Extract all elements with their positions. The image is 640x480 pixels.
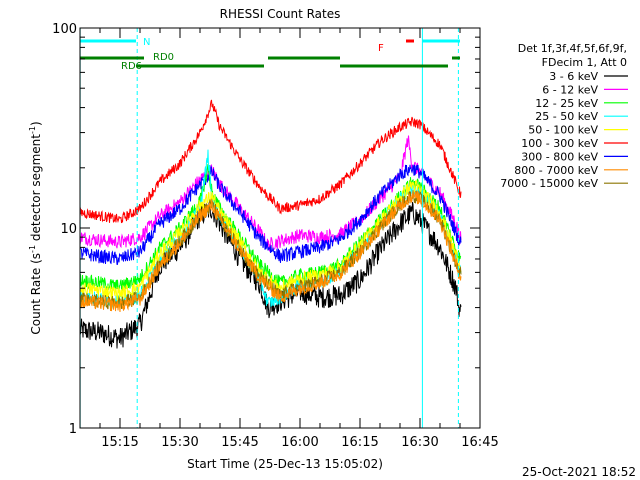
x-tick-label-1: 15:30	[161, 435, 198, 450]
legend: Det 1f,3f,4f,5f,6f,9f,FDecim 1, Att 03 -…	[500, 42, 628, 190]
legend-header-1: FDecim 1, Att 0	[542, 56, 627, 69]
x-tick-label-3: 16:00	[281, 435, 318, 450]
x-tick-label-0: 15:15	[101, 435, 138, 450]
flag-label-f: F	[378, 43, 384, 54]
legend-label-3: 25 - 50 keV	[535, 110, 598, 123]
flag-label-n: N	[143, 37, 150, 48]
y-axis-label-part2: detector segment	[29, 134, 43, 245]
y-axis-label: Count Rate (s-1 detector segment-1)	[28, 121, 43, 334]
legend-header-0: Det 1f,3f,4f,5f,6f,9f,	[518, 42, 627, 55]
x-tick-label-5: 16:30	[401, 435, 438, 450]
series-line-2	[79, 99, 462, 224]
y-axis-label-part1: Count Rate (s	[29, 253, 43, 335]
y-axis-label-sup1: -1	[28, 245, 37, 253]
y-axis-label-sup2: -1	[28, 126, 37, 134]
flag-label-rd6: RD6	[121, 61, 142, 72]
y-axis-label-part3: )	[29, 121, 43, 126]
y-tick-label-1: 10	[60, 222, 77, 237]
x-tick-label-2: 15:45	[221, 435, 258, 450]
y-tick-label-2: 100	[52, 22, 77, 37]
chart-title: RHESSI Count Rates	[220, 7, 341, 21]
legend-label-0: 3 - 6 keV	[549, 70, 598, 83]
x-tick-label-6: 16:45	[461, 435, 498, 450]
y-tick-label-0: 1	[69, 422, 77, 437]
legend-label-7: 800 - 7000 keV	[514, 164, 598, 177]
plot-area: N F RD0 RD6 1 10 100 15:15 15:30 15:45 16:00 16:15 1…	[52, 22, 499, 450]
series-line-3	[79, 164, 462, 265]
x-axis-label: Start Time (25-Dec-13 15:05:02)	[187, 457, 383, 471]
flag-label-rd0: RD0	[153, 52, 174, 63]
timestamp: 25-Oct-2021 18:52	[522, 465, 636, 479]
series-line-8	[79, 190, 462, 313]
legend-label-6: 300 - 800 keV	[521, 150, 598, 163]
legend-label-1: 6 - 12 keV	[542, 83, 598, 96]
legend-label-4: 50 - 100 keV	[528, 124, 598, 137]
legend-label-8: 7000 - 15000 keV	[500, 177, 598, 190]
x-tick-label-4: 16:15	[341, 435, 378, 450]
legend-label-5: 100 - 300 keV	[521, 137, 598, 150]
legend-label-2: 12 - 25 keV	[535, 97, 598, 110]
